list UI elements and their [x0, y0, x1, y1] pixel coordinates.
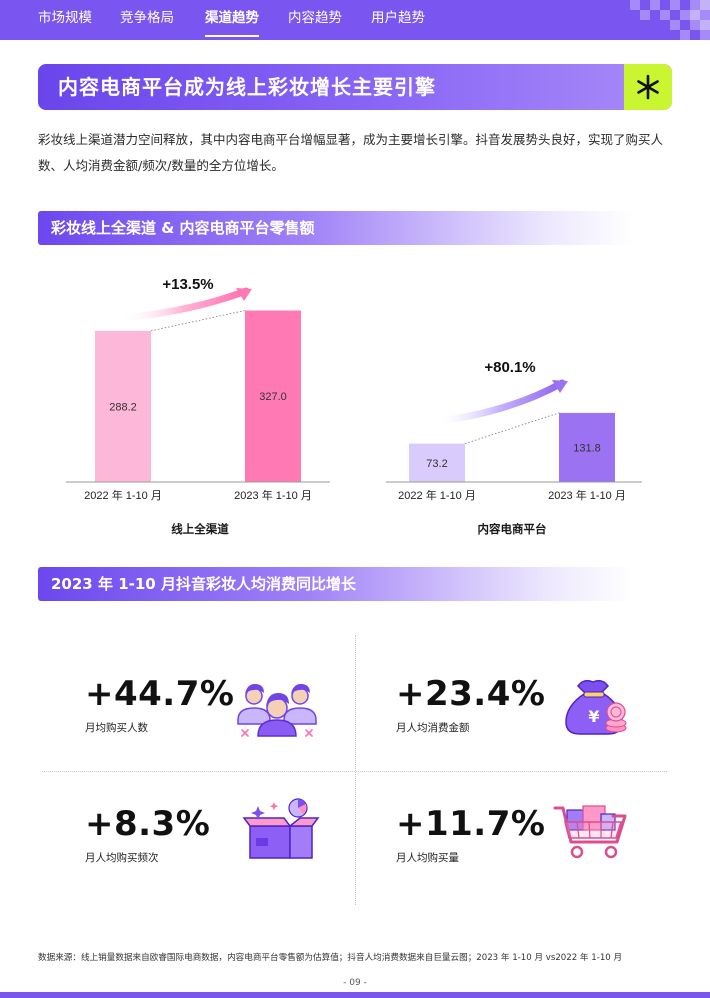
top-nav-bar: 市场规模 竞争格局 渠道趋势 内容趋势 用户趋势	[0, 0, 710, 40]
kpi-label-spend: 月人均消费金额	[396, 722, 470, 734]
bar-content-ecommerce-2	[559, 412, 615, 482]
x-tick-label: 2022 年 1-10 月	[398, 488, 476, 502]
section-header-douyin-growth: 2023 年 1-10 月抖音彩妆人均消费同比增长	[38, 567, 634, 601]
bar-content-ecommerce-1	[409, 443, 465, 482]
growth-arrow-head	[552, 380, 568, 393]
nav-tab-channel-trends[interactable]: 渠道趋势	[205, 0, 259, 40]
section-header-retail-sales: 彩妆线上全渠道 & 内容电商平台零售额	[38, 211, 634, 245]
kpi-label-quantity: 月人均购买量	[396, 852, 459, 864]
bar-all-online-1	[95, 330, 151, 482]
data-source-footnote: 数据来源：线上销量数据来自欧睿国际电商数据，内容电商平台零售额为估算值；抖音人均…	[38, 953, 623, 963]
accent-box	[624, 64, 672, 110]
x-tick-label: 2023 年 1-10 月	[234, 488, 312, 502]
kpi-divider-vertical	[355, 635, 356, 905]
growth-arrow	[430, 379, 566, 426]
asterisk-icon	[637, 74, 659, 100]
section-title: 彩妆线上全渠道 & 内容电商平台零售额	[51, 219, 315, 237]
growth-arrow-head	[236, 288, 252, 301]
bar-charts: 288.2 2022 年 1-10 月 327.0 2023 年 1-10 月 +13.…	[66, 276, 642, 502]
kpi-value-quantity: +11.7%	[396, 804, 546, 844]
bar-all-online-2	[245, 310, 301, 482]
title-banner: 内容电商平台成为线上彩妆增长主要引擎	[38, 64, 672, 110]
bar-value-label: 131.8	[573, 442, 601, 454]
users-group-icon	[237, 684, 317, 737]
kpi-label-frequency: 月人均购买频次	[85, 852, 159, 864]
section-title: 2023 年 1-10 月抖音彩妆人均消费同比增长	[51, 575, 356, 593]
nav-tab-content-trends[interactable]: 内容趋势	[288, 10, 342, 26]
growth-rate-label: +13.5%	[162, 276, 213, 293]
page-title: 内容电商平台成为线上彩妆增长主要引擎	[58, 75, 436, 99]
nav-tab-competition[interactable]: 竞争格局	[120, 10, 174, 26]
kpi-value-buyers: +44.7%	[85, 674, 235, 714]
intro-paragraph: 彩妆线上渠道潜力空间释放，其中内容电商平台增幅显著，成为主要增长引擎。抖音发展势…	[38, 132, 664, 173]
money-bag-icon: ¥	[565, 679, 627, 735]
bar-value-label: 288.2	[109, 401, 137, 413]
kpi-value-spend: +23.4%	[396, 674, 546, 714]
svg-text:¥: ¥	[588, 707, 599, 726]
bottom-bar	[0, 992, 710, 998]
growth-rate-label: +80.1%	[484, 359, 535, 376]
kpi-divider-horizontal	[42, 771, 667, 772]
kpi-value-frequency: +8.3%	[85, 804, 211, 844]
shopping-cart-icon	[553, 805, 627, 859]
bar-value-label: 73.2	[426, 458, 447, 470]
chart-caption-all-online: 线上全渠道	[171, 522, 229, 536]
growth-arrow	[116, 287, 250, 322]
checker-pattern-decoration	[600, 0, 710, 40]
open-box-icon	[242, 798, 320, 859]
nav-tab-user-trends[interactable]: 用户趋势	[371, 10, 425, 26]
nav-tab-market-size[interactable]: 市场规模	[38, 10, 92, 26]
page-number: - 09 -	[343, 978, 367, 988]
growth-connector-line	[464, 412, 560, 444]
x-tick-label: 2022 年 1-10 月	[84, 488, 162, 502]
x-tick-label: 2023 年 1-10 月	[548, 488, 626, 502]
kpi-label-buyers: 月均购买人数	[85, 722, 148, 734]
bar-value-label: 327.0	[259, 391, 287, 403]
chart-caption-content-ecommerce: 内容电商平台	[477, 522, 547, 536]
